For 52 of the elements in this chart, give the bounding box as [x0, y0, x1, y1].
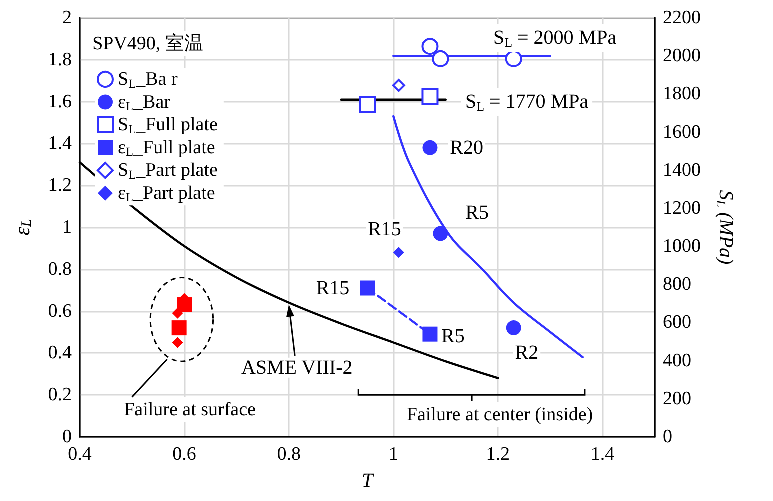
point — [432, 50, 450, 68]
y2-tick-label: 1400 — [663, 160, 701, 181]
y-tick-label: 2 — [62, 8, 72, 28]
y2-tick-label: 2200 — [663, 8, 701, 28]
annotation: R5 — [442, 325, 465, 348]
y-axis-title: εL — [10, 219, 35, 236]
x-tick-label: 1 — [388, 444, 398, 465]
annotation: R5 — [466, 202, 489, 224]
y2-tick-label: 1000 — [663, 236, 701, 258]
y-tick-label: 0.4 — [48, 342, 72, 364]
point — [392, 79, 406, 92]
x-tick-label: 1.2 — [486, 444, 510, 465]
y2-tick-label: 1600 — [663, 122, 701, 143]
annotation: Failure at surface — [124, 400, 256, 420]
annotation: SPV490, 室温 — [92, 32, 204, 54]
annotation: R20 — [450, 136, 484, 159]
y2-tick-label: 0 — [663, 426, 672, 448]
annotation: ASME VIII-2 — [241, 356, 353, 379]
point — [505, 50, 522, 68]
point — [422, 38, 439, 56]
y-tick-label: 1.4 — [48, 133, 72, 154]
y2-tick-label: 1200 — [663, 198, 701, 219]
point — [433, 226, 448, 242]
annotation: R2 — [515, 342, 539, 364]
y-tick-label: 0 — [62, 426, 72, 448]
y2-tick-label: 2000 — [663, 46, 701, 67]
x-tick-label: 0.8 — [277, 444, 301, 465]
point — [172, 308, 184, 319]
annotation: Failure at center (inside) — [406, 404, 594, 426]
y2-tick-label: 400 — [663, 350, 692, 372]
point — [422, 88, 439, 106]
point — [422, 140, 438, 156]
x-tick-label: 1.4 — [590, 444, 616, 465]
y-tick-label: 1 — [62, 217, 72, 238]
y2-tick-label: 1800 — [663, 84, 701, 105]
y-tick-label: 1.2 — [48, 175, 72, 196]
point — [359, 96, 376, 114]
y2-tick-label: 800 — [663, 274, 692, 296]
y-tick-label: 0.8 — [48, 258, 72, 280]
y2-axis-title: SL (MPa) — [714, 190, 737, 266]
annotation: R15 — [316, 277, 350, 300]
y-tick-label: 1.6 — [48, 91, 72, 112]
x-axis-title: T — [362, 470, 375, 492]
y-tick-label: 1.8 — [48, 49, 72, 70]
annotation: R15 — [368, 218, 402, 241]
y-tick-label: 0.2 — [48, 384, 72, 406]
y2-tick-label: 600 — [663, 312, 692, 334]
point — [172, 337, 184, 348]
y2-tick-label: 200 — [663, 388, 692, 410]
y-tick-label: 0.6 — [48, 300, 72, 322]
point — [506, 320, 522, 336]
x-tick-label: 0.6 — [172, 444, 196, 465]
